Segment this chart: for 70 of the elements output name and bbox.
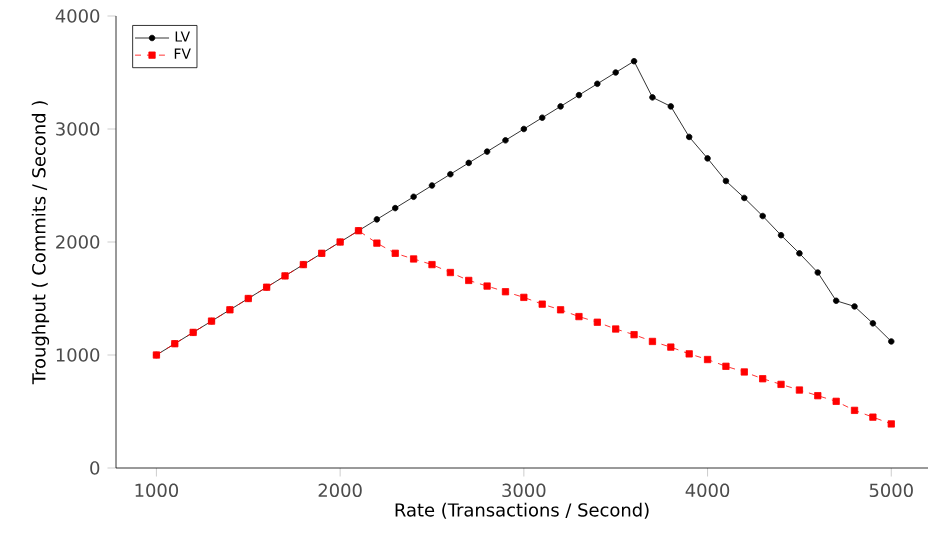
point	[539, 114, 546, 121]
point	[796, 250, 803, 257]
point	[630, 58, 638, 65]
point	[685, 350, 693, 358]
point	[667, 103, 674, 110]
point	[593, 318, 601, 326]
point	[869, 320, 877, 327]
point	[410, 255, 418, 263]
point	[851, 303, 858, 310]
x-tick-label: 3000	[502, 483, 546, 498]
point	[832, 297, 840, 304]
x-tick-label: 4000	[685, 483, 730, 498]
point	[557, 306, 565, 314]
point	[520, 125, 528, 133]
point	[667, 343, 675, 351]
point	[814, 269, 821, 276]
y-tick-label: 2000	[56, 235, 100, 249]
point	[391, 249, 399, 257]
point	[538, 300, 546, 308]
point	[630, 331, 638, 339]
point	[722, 177, 730, 185]
x-tick-label: 1000	[135, 483, 179, 498]
point	[557, 103, 564, 110]
point	[373, 239, 381, 247]
point	[887, 420, 895, 428]
point	[446, 268, 454, 277]
point	[483, 282, 491, 290]
point	[428, 261, 436, 269]
point	[888, 338, 895, 345]
point	[759, 375, 767, 383]
point	[795, 386, 803, 394]
point	[869, 413, 877, 421]
x-axis-title: Rate (Transactions / Second)	[395, 502, 649, 519]
point	[465, 159, 472, 167]
point	[740, 368, 748, 376]
point	[483, 148, 491, 155]
point	[704, 155, 711, 162]
y-tick-label: 1000	[56, 348, 100, 362]
y-tick-label: 4000	[55, 9, 100, 23]
point	[649, 94, 656, 101]
point	[777, 380, 785, 388]
point	[759, 212, 766, 220]
point	[428, 182, 436, 189]
point	[502, 137, 509, 144]
point	[447, 171, 454, 178]
point	[465, 276, 473, 285]
point	[777, 232, 785, 239]
point	[850, 406, 859, 414]
point	[722, 362, 730, 370]
x-tick-label: 2000	[318, 483, 362, 498]
point	[703, 355, 712, 364]
point	[501, 288, 510, 296]
point	[392, 204, 399, 212]
point	[648, 337, 657, 346]
point	[741, 194, 748, 202]
point	[814, 392, 822, 400]
point	[686, 133, 693, 141]
point	[373, 216, 381, 223]
point	[832, 397, 840, 405]
point	[520, 293, 528, 301]
point	[410, 193, 417, 200]
point	[612, 69, 619, 76]
point	[612, 325, 620, 333]
point	[575, 91, 583, 99]
y-tick-label: 0	[90, 461, 100, 475]
x-tick-label: 5000	[869, 483, 913, 498]
point	[594, 80, 601, 87]
y-tick-label: 3000	[56, 122, 100, 136]
point	[575, 312, 583, 321]
y-axis-title: Troughput ( Commits / Second )	[31, 101, 50, 385]
